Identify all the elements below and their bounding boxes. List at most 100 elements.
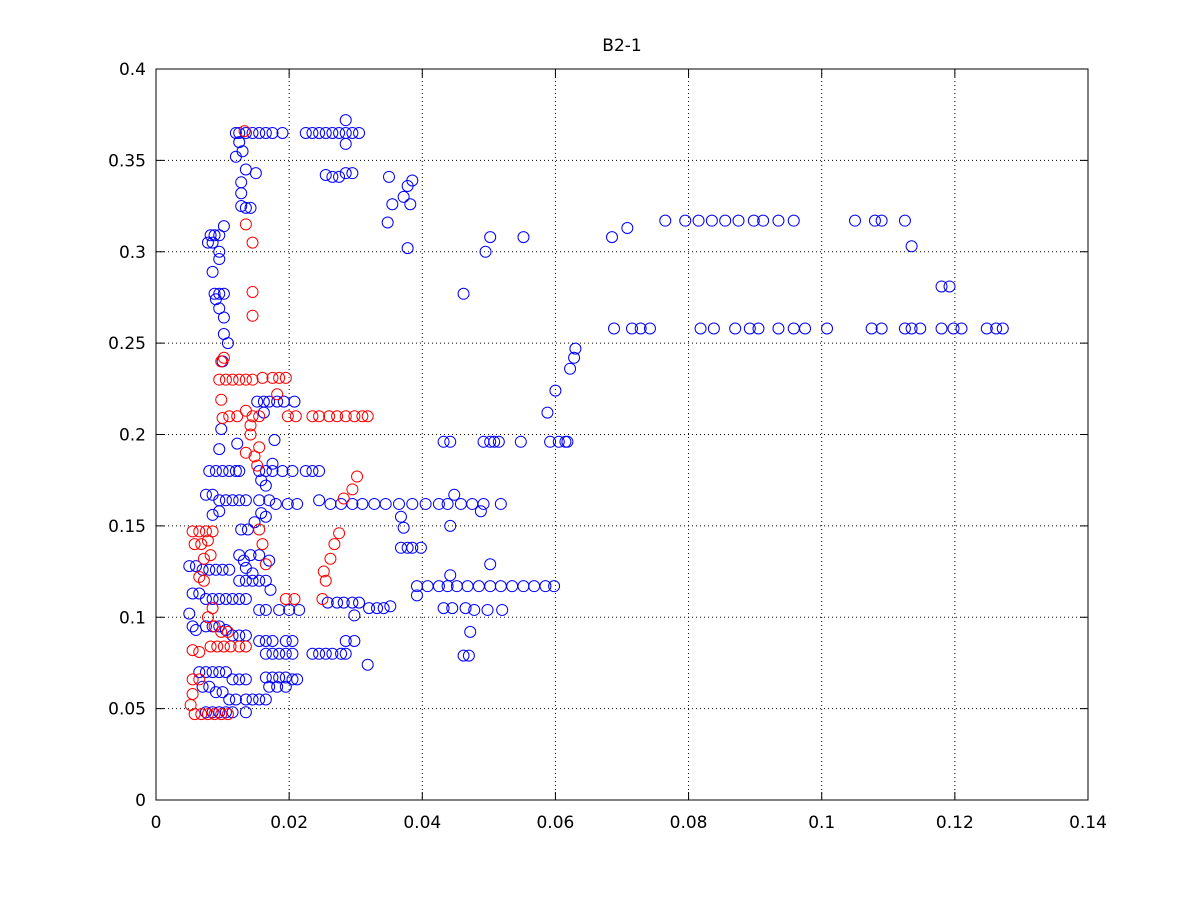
data-point: [213, 666, 226, 679]
data-point: [621, 221, 634, 234]
data-point: [239, 126, 252, 139]
data-point: [195, 538, 208, 551]
data-point: [496, 603, 509, 616]
data-point: [339, 410, 352, 423]
data-point: [248, 516, 261, 529]
data-point: [246, 574, 259, 587]
data-point: [444, 519, 457, 532]
data-point: [193, 525, 206, 538]
data-point: [947, 322, 960, 335]
data-point: [299, 465, 312, 478]
data-point: [183, 607, 196, 620]
data-point: [186, 620, 199, 633]
data-point: [235, 187, 248, 200]
x-tick-label: 0.06: [536, 813, 574, 833]
data-point: [213, 505, 226, 518]
data-point: [799, 322, 812, 335]
data-point: [286, 647, 299, 660]
data-point: [253, 635, 266, 648]
data-point: [204, 640, 217, 653]
data-point: [446, 602, 459, 615]
data-point: [905, 240, 918, 253]
data-point: [705, 214, 718, 227]
data-point: [206, 236, 219, 249]
y-tick-label: 0.15: [108, 517, 146, 537]
data-point: [219, 494, 232, 507]
data-point: [474, 505, 487, 518]
data-point: [199, 592, 212, 605]
data-point: [251, 459, 264, 472]
data-point: [255, 507, 268, 520]
data-point: [221, 708, 234, 721]
data-point: [479, 245, 492, 258]
data-point: [414, 541, 427, 554]
data-point: [223, 693, 236, 706]
data-point: [223, 465, 236, 478]
data-point: [337, 596, 350, 609]
data-point: [289, 410, 302, 423]
data-point: [943, 280, 956, 293]
data-point: [233, 592, 246, 605]
data-point: [692, 214, 705, 227]
data-point: [328, 538, 341, 551]
data-point: [253, 523, 266, 536]
data-points: [183, 114, 1009, 721]
data-point: [248, 450, 261, 463]
data-point: [914, 322, 927, 335]
data-point: [204, 549, 217, 562]
x-tick-label: 0.08: [670, 813, 708, 833]
data-point: [346, 483, 359, 496]
data-point: [249, 167, 262, 180]
data-point: [239, 446, 252, 459]
data-point: [276, 465, 289, 478]
data-point: [193, 571, 206, 584]
data-point: [208, 708, 221, 721]
data-point: [263, 494, 276, 507]
data-point: [319, 574, 332, 587]
data-point: [233, 465, 246, 478]
data-point: [317, 565, 330, 578]
data-point: [464, 625, 477, 638]
data-point: [193, 645, 206, 658]
data-point: [256, 371, 269, 384]
data-point: [239, 218, 252, 231]
data-point: [386, 198, 399, 211]
data-point: [263, 680, 276, 693]
data-point: [239, 574, 252, 587]
data-point: [384, 600, 397, 613]
data-point: [323, 410, 336, 423]
data-point: [552, 435, 565, 448]
data-point: [606, 231, 619, 244]
data-point: [253, 603, 266, 616]
data-point: [659, 214, 672, 227]
data-point: [299, 126, 312, 139]
data-point: [286, 465, 299, 478]
data-point: [319, 126, 332, 139]
data-point: [743, 322, 756, 335]
data-point: [990, 322, 1003, 335]
data-point: [257, 406, 270, 419]
data-point: [561, 435, 574, 448]
data-point: [219, 592, 232, 605]
data-point: [444, 569, 457, 582]
data-point: [356, 410, 369, 423]
data-point: [259, 510, 272, 523]
data-point: [233, 673, 246, 686]
data-point: [337, 492, 350, 505]
data-point: [206, 666, 219, 679]
data-point: [266, 126, 279, 139]
data-point: [216, 686, 229, 699]
data-point: [239, 592, 252, 605]
data-point: [821, 322, 834, 335]
data-point: [188, 538, 201, 551]
data-point: [255, 474, 268, 487]
data-point: [996, 322, 1009, 335]
data-point: [484, 435, 497, 448]
data-point: [401, 541, 414, 554]
data-point: [392, 497, 405, 510]
data-point: [266, 371, 279, 384]
data-point: [229, 150, 242, 163]
data-point: [216, 465, 229, 478]
data-point: [306, 126, 319, 139]
